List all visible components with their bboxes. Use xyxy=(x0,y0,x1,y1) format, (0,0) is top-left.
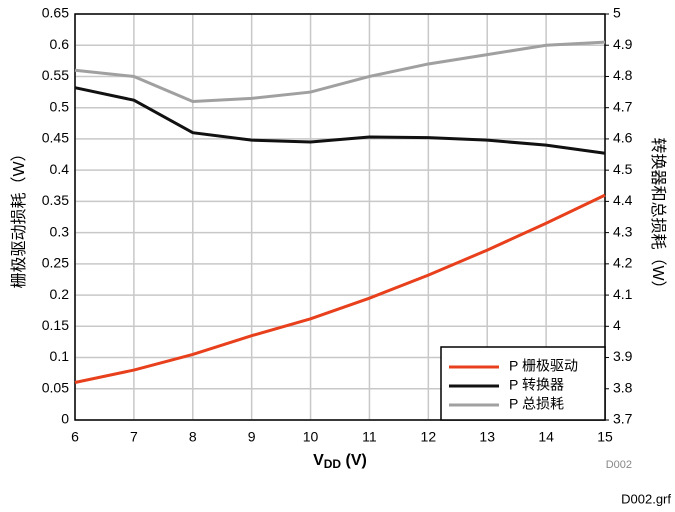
x-tick-label: 9 xyxy=(248,429,256,445)
legend-box xyxy=(440,346,606,421)
y-tick-label: 0.4 xyxy=(50,161,70,177)
x-tick-label: 7 xyxy=(130,429,138,445)
y2-tick-label: 4.6 xyxy=(613,130,633,146)
y2-axis-label: 转换器和总损耗（W） xyxy=(649,137,667,296)
y-tick-label: 0.45 xyxy=(42,130,69,146)
series-line xyxy=(74,86,606,155)
y-tick-label: 0.65 xyxy=(42,5,69,21)
x-axis-label: VDD (V) xyxy=(313,452,367,471)
y2-tick-label: 4.8 xyxy=(613,67,633,83)
x-tick-label: 15 xyxy=(597,429,613,445)
series-line xyxy=(74,193,606,384)
y-tick-label: 0.5 xyxy=(50,98,70,114)
y2-tick-label: 4.3 xyxy=(613,223,633,239)
y-tick-label: 0.6 xyxy=(50,36,70,52)
y-tick-label: 0.55 xyxy=(42,67,69,83)
series-line xyxy=(74,40,606,103)
y-tick-label: 0.35 xyxy=(42,192,69,208)
y-tick-label: 0.05 xyxy=(42,379,69,395)
file-name: D002.grf xyxy=(621,491,671,506)
y2-tick-label: 4.5 xyxy=(613,161,633,177)
x-tick-label: 10 xyxy=(303,429,319,445)
y2-tick-label: 4 xyxy=(613,317,621,333)
y2-tick-label: 3.7 xyxy=(613,411,633,427)
y-tick-label: 0.2 xyxy=(50,286,70,302)
y2-tick-label: 4.4 xyxy=(613,192,633,208)
y2-tick-label: 3.8 xyxy=(613,379,633,395)
legend-label: P 转换器 xyxy=(509,377,564,393)
y-tick-label: 0.25 xyxy=(42,255,69,271)
legend-label: P 总损耗 xyxy=(509,396,564,412)
x-tick-label: 14 xyxy=(538,429,554,445)
y-axis-label: 栅极驱动损耗（W） xyxy=(10,145,28,288)
x-tick-label: 6 xyxy=(71,429,79,445)
y2-tick-label: 3.9 xyxy=(613,348,633,364)
y2-tick-label: 4.9 xyxy=(613,36,633,52)
x-label-unit: (V) xyxy=(341,452,367,469)
x-label-sub: DD xyxy=(324,457,342,471)
figure-id: D002 xyxy=(606,459,632,471)
y-tick-label: 0.15 xyxy=(42,317,69,333)
x-label-main: V xyxy=(313,452,324,469)
y2-tick-label: 4.2 xyxy=(613,255,633,271)
x-tick-label: 8 xyxy=(189,429,197,445)
plot-frame xyxy=(74,13,606,421)
x-tick-label: 13 xyxy=(479,429,495,445)
y-tick-label: 0 xyxy=(61,411,69,427)
y2-tick-label: 4.1 xyxy=(613,286,633,302)
y-tick-label: 0.1 xyxy=(50,348,70,364)
y2-tick-label: 4.7 xyxy=(613,98,633,114)
y-tick-label: 0.3 xyxy=(50,223,70,239)
x-tick-label: 12 xyxy=(421,429,437,445)
y2-tick-label: 5 xyxy=(613,5,621,21)
legend-label: P 栅极驱动 xyxy=(509,358,578,374)
x-tick-label: 11 xyxy=(362,429,377,445)
